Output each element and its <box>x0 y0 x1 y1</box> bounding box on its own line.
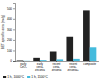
y-tick: 100 <box>7 49 15 53</box>
y-tick-mark <box>13 40 15 41</box>
bar <box>90 47 97 61</box>
x-tick-label: recentceria-zirconia+ <box>67 62 79 72</box>
x-tick-label-line: zirconia <box>35 68 45 72</box>
y-tick-label: 0 <box>10 59 12 63</box>
y-tick-mark <box>13 19 15 20</box>
bars <box>17 10 97 61</box>
plot: 0 100 200 300 400 500 earlyCeO₂ earlyceria-zirc… <box>1 4 99 72</box>
bar <box>57 59 64 61</box>
x-tick: earlyCeO₂ <box>20 61 27 69</box>
y-tick-label: 100 <box>7 49 12 53</box>
y-axis-title: BET specific area (m²/g) <box>1 15 5 49</box>
x-tick-label: earlyceria-zirconia <box>35 62 45 72</box>
y-tick: 500 <box>7 7 15 11</box>
bar <box>33 58 40 61</box>
x-tick: recentceria-zirconia <box>52 61 62 72</box>
y-tick-mark <box>13 8 15 9</box>
y-tick-mark <box>13 29 15 30</box>
x-tick-label: composite <box>83 62 96 66</box>
x-tick-label-line: zirconia <box>52 68 62 72</box>
x-axis: earlyCeO₂ earlyceria-zirconia recentceria-… <box>16 61 99 72</box>
y-axis: 0 100 200 300 400 500 <box>7 4 16 64</box>
y-tick: 0 <box>10 59 15 63</box>
y-tick: 300 <box>7 28 15 32</box>
legend-swatch <box>3 76 6 78</box>
bar-series <box>17 10 90 61</box>
x-tick-label: recentceria-zirconia <box>52 62 62 72</box>
y-tick-mark <box>13 50 15 51</box>
legend-label: 1 h, 1100°C <box>31 75 48 79</box>
x-tick-label-line: zirconia+ <box>67 68 79 72</box>
y-axis-line <box>13 4 16 62</box>
legend: 1 h, 1000°C 1 h, 1100°C <box>3 75 49 79</box>
x-tick: earlyceria-zirconia <box>35 61 45 72</box>
y-tick: 200 <box>7 38 15 42</box>
legend-label: 1 h, 1000°C <box>7 75 25 79</box>
y-tick-label: 400 <box>7 17 12 21</box>
y-tick-label: 500 <box>7 7 12 11</box>
y-tick-mark <box>13 61 15 62</box>
bar <box>40 60 47 61</box>
bar <box>23 60 30 61</box>
bar-series <box>23 47 96 61</box>
legend-swatch <box>27 76 30 78</box>
x-tick-label-line: CeO₂ <box>20 65 27 69</box>
chart: 0 100 200 300 400 500 earlyCeO₂ earlyceria-zirc… <box>0 0 100 82</box>
legend-item: 1 h, 1100°C <box>27 75 49 79</box>
x-tick-label: earlyCeO₂ <box>20 62 27 69</box>
bar <box>50 52 57 61</box>
x-tick: composite <box>83 61 96 66</box>
x-tick: recentceria-zirconia+ <box>67 61 79 72</box>
bar <box>66 37 73 61</box>
bar <box>17 60 24 61</box>
y-tick-label: 300 <box>7 28 12 32</box>
y-tick-label: 200 <box>7 38 12 42</box>
y-tick: 400 <box>7 17 15 21</box>
legend-item: 1 h, 1000°C <box>3 75 25 79</box>
bar <box>73 59 80 61</box>
x-tick-label-line: composite <box>83 62 96 66</box>
bar <box>83 10 90 61</box>
